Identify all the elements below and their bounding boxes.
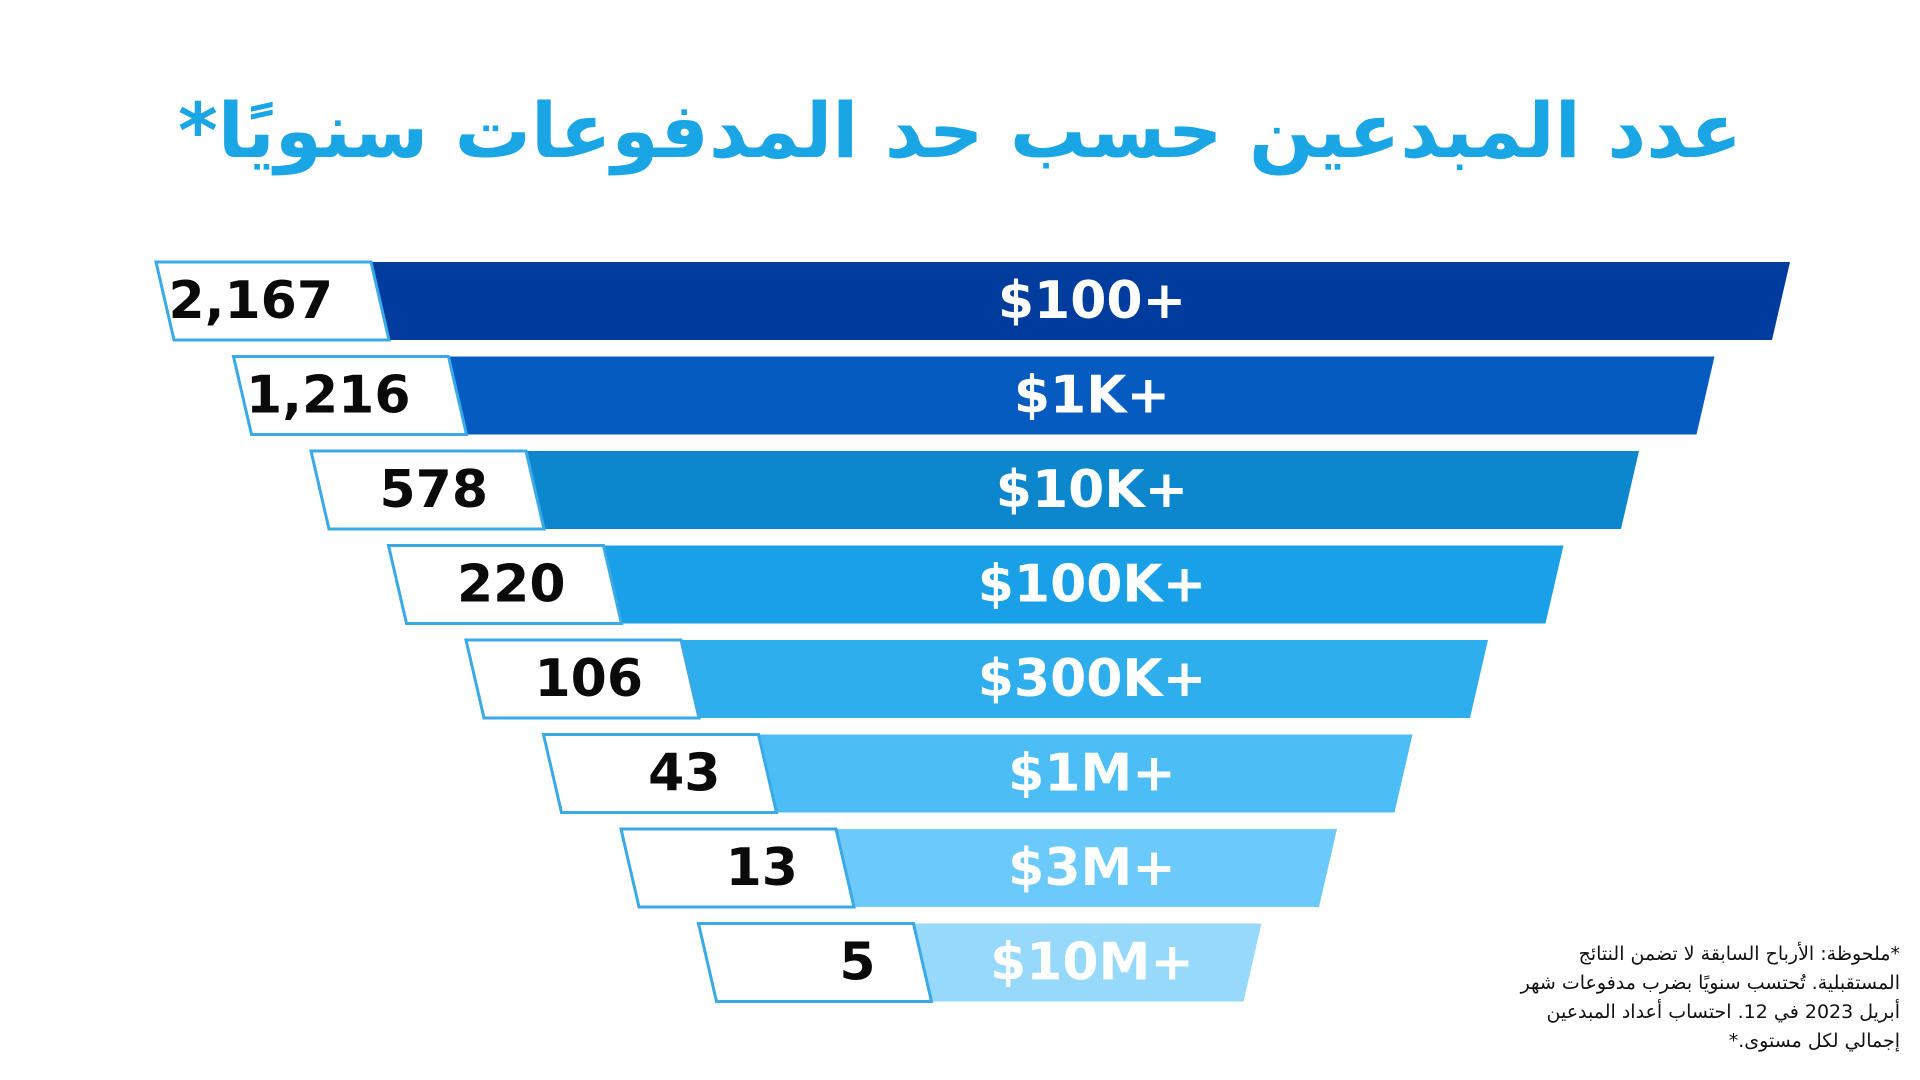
funnel-tier: 5 $10M+ [696, 922, 1262, 1003]
funnel-bar [448, 356, 1715, 435]
count-label: 2,167 [169, 271, 333, 331]
threshold-label: $1M+ [1008, 744, 1176, 804]
funnel-tier: 106 $300K+ [464, 638, 1488, 720]
threshold-label: $100+ [998, 271, 1186, 331]
count-box [619, 827, 856, 909]
footnote: *ملحوظة: الأرباح السابقة لا تضمن النتائج… [1520, 943, 1900, 1052]
threshold-label: $1K+ [1014, 366, 1170, 426]
funnel-tier: 13 $3M+ [619, 827, 1337, 909]
funnel-tier: 1,216 $1K+ [231, 355, 1715, 436]
funnel-bar [836, 829, 1337, 907]
count-box [696, 922, 934, 1003]
threshold-label: $10M+ [990, 933, 1194, 993]
count-label: 1,216 [246, 366, 410, 426]
funnel-tier: 220 $100K+ [386, 544, 1564, 625]
threshold-label: $10K+ [996, 460, 1188, 520]
funnel-bar [913, 923, 1262, 1002]
funnel-bar [603, 545, 1564, 624]
threshold-label: $300K+ [978, 649, 1207, 709]
chart-title: عدد المبدعين حسب حد المدفوعات سنويًا* [177, 86, 1743, 175]
funnel-bar [681, 640, 1488, 718]
count-box [231, 355, 469, 436]
count-label: 43 [648, 744, 720, 804]
count-box [386, 544, 624, 625]
threshold-label: $3M+ [1008, 838, 1176, 898]
funnel-bar [371, 262, 1790, 340]
count-box [541, 733, 779, 814]
funnel-bar [758, 734, 1413, 813]
funnel-tier: 43 $1M+ [541, 733, 1413, 814]
count-box [464, 638, 701, 720]
funnel-tier: 578 $10K+ [309, 449, 1639, 531]
threshold-label: $100K+ [978, 555, 1207, 615]
funnel-tier: 2,167 $100+ [154, 260, 1790, 342]
count-box [154, 260, 391, 342]
count-label: 106 [534, 649, 643, 709]
count-label: 220 [457, 555, 566, 615]
count-box [309, 449, 546, 531]
count-label: 578 [379, 460, 488, 520]
count-label: 13 [726, 838, 798, 898]
funnel-bar [526, 451, 1639, 529]
count-label: 5 [839, 933, 875, 993]
